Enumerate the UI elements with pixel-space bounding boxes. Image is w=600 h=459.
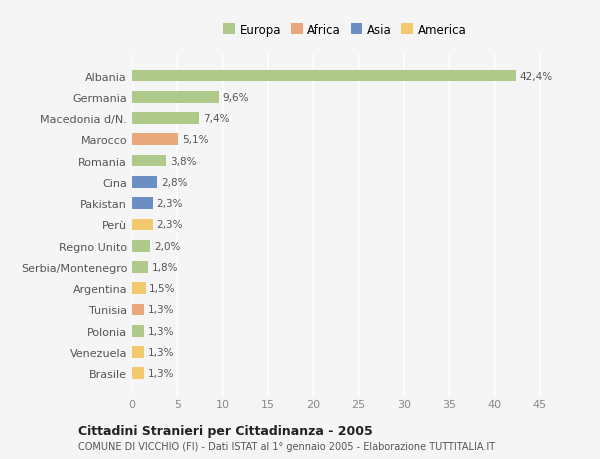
Bar	[132, 219, 153, 231]
Bar	[132, 347, 144, 358]
Bar	[132, 134, 178, 146]
Text: 1,3%: 1,3%	[148, 369, 174, 379]
Text: 1,3%: 1,3%	[148, 305, 174, 315]
Bar	[132, 283, 146, 294]
Text: Cittadini Stranieri per Cittadinanza - 2005: Cittadini Stranieri per Cittadinanza - 2…	[78, 424, 373, 437]
Text: 2,3%: 2,3%	[157, 199, 183, 209]
Bar	[132, 156, 166, 167]
Bar	[132, 304, 144, 316]
Bar	[132, 71, 517, 82]
Text: 1,8%: 1,8%	[152, 263, 178, 272]
Text: 2,0%: 2,0%	[154, 241, 180, 251]
Bar	[132, 368, 144, 379]
Bar	[132, 241, 150, 252]
Text: 5,1%: 5,1%	[182, 135, 208, 145]
Bar	[132, 262, 148, 273]
Bar	[132, 92, 219, 103]
Legend: Europa, Africa, Asia, America: Europa, Africa, Asia, America	[220, 20, 470, 40]
Text: 7,4%: 7,4%	[203, 114, 229, 124]
Text: 1,3%: 1,3%	[148, 347, 174, 357]
Text: 9,6%: 9,6%	[223, 93, 249, 102]
Text: 42,4%: 42,4%	[520, 71, 553, 81]
Bar	[132, 325, 144, 337]
Bar	[132, 198, 153, 209]
Text: 3,8%: 3,8%	[170, 156, 197, 166]
Bar	[132, 177, 157, 188]
Text: 2,8%: 2,8%	[161, 178, 188, 187]
Text: 2,3%: 2,3%	[157, 220, 183, 230]
Text: 1,5%: 1,5%	[149, 284, 176, 294]
Text: COMUNE DI VICCHIO (FI) - Dati ISTAT al 1° gennaio 2005 - Elaborazione TUTTITALIA: COMUNE DI VICCHIO (FI) - Dati ISTAT al 1…	[78, 441, 495, 451]
Text: 1,3%: 1,3%	[148, 326, 174, 336]
Bar	[132, 113, 199, 125]
